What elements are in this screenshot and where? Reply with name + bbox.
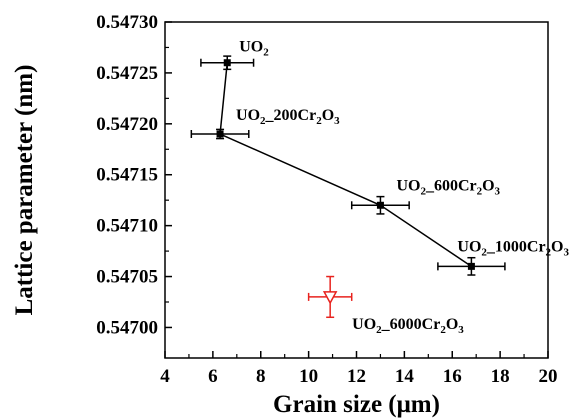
y-tick-label: 0.54700 bbox=[96, 317, 158, 338]
y-axis-title: Lattice parameter (nm) bbox=[11, 65, 38, 316]
data-point bbox=[322, 291, 338, 305]
x-axis-title: Grain size (μm) bbox=[273, 391, 440, 418]
point-label: UO2 bbox=[239, 39, 269, 59]
plot-frame bbox=[164, 21, 549, 359]
series-layer: UO2 UO2_200Cr2O3 UO2_600Cr2O3 UO2_1000Cr2O3… bbox=[190, 39, 570, 336]
y-tick-label: 0.54705 bbox=[96, 267, 158, 288]
y-tick-label: 0.54715 bbox=[96, 165, 158, 186]
x-tick-label: 6 bbox=[208, 366, 218, 387]
x-tick-label: 12 bbox=[347, 366, 366, 387]
data-series: UO2_6000Cr2O3 bbox=[307, 275, 464, 336]
data-point bbox=[216, 130, 224, 138]
point-label: UO2_1000Cr2O3 bbox=[457, 238, 569, 258]
x-tick-label: 16 bbox=[443, 366, 462, 387]
series-line bbox=[219, 62, 472, 267]
data-point bbox=[223, 59, 231, 67]
data-point bbox=[467, 262, 475, 270]
x-tick-label: 8 bbox=[256, 366, 266, 387]
x-tick-label: 4 bbox=[160, 366, 170, 387]
point-label: UO2_200Cr2O3 bbox=[236, 107, 340, 127]
data-point bbox=[376, 201, 384, 209]
x-tick-label: 14 bbox=[395, 366, 415, 387]
x-tick-label: 20 bbox=[539, 366, 558, 387]
y-tick-label: 0.54730 bbox=[96, 12, 158, 33]
point-label: UO2_600Cr2O3 bbox=[396, 177, 500, 197]
ticks-layer: 4 6 8 10 12 14 16 18 20 0.54700 0.54705 0.54710 0.54… bbox=[96, 12, 557, 387]
y-tick-label: 0.54725 bbox=[96, 63, 158, 84]
point-label: UO2_6000Cr2O3 bbox=[352, 316, 464, 336]
x-tick-label: 18 bbox=[491, 366, 510, 387]
y-tick-label: 0.54710 bbox=[96, 216, 158, 237]
data-series: UO2 UO2_200Cr2O3 UO2_600Cr2O3 UO2_1000Cr2O3 bbox=[190, 39, 570, 276]
y-tick-label: 0.54720 bbox=[96, 114, 158, 135]
x-tick-label: 10 bbox=[299, 366, 318, 387]
